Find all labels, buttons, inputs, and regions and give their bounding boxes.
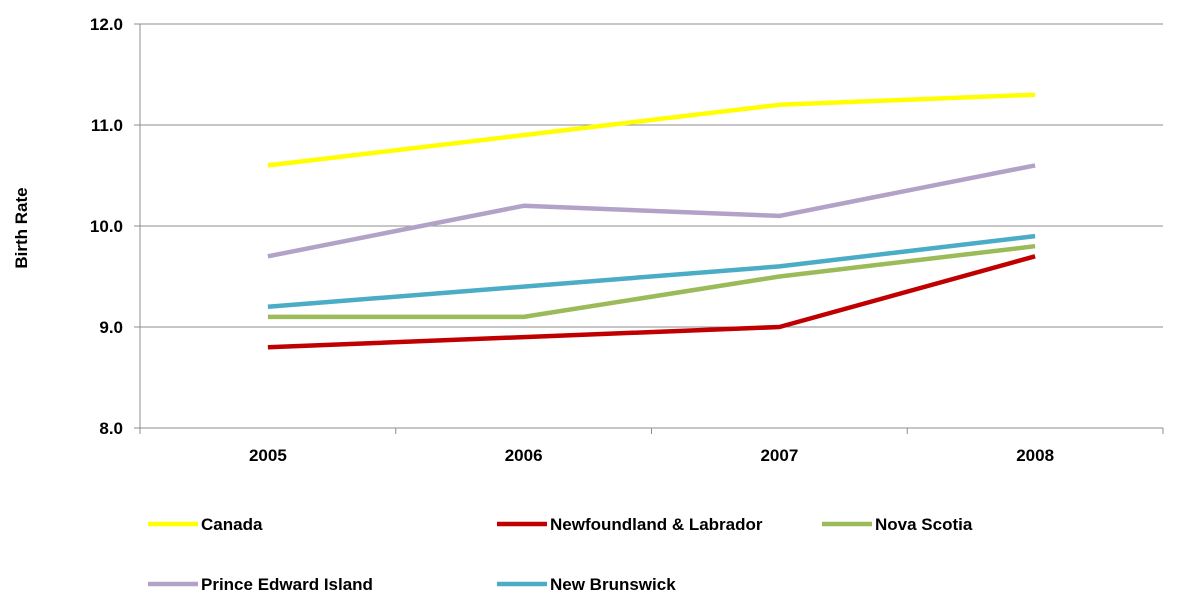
legend-item-new-brunswick: New Brunswick xyxy=(497,575,676,594)
x-tick-label: 2006 xyxy=(505,446,543,465)
x-tick-label: 2005 xyxy=(249,446,287,465)
x-tick-labels: 2005 2006 2007 2008 xyxy=(249,446,1054,465)
gridlines xyxy=(140,23,1163,328)
series-line-new-brunswick xyxy=(267,233,1036,310)
legend-item-prince-edward-island: Prince Edward Island xyxy=(148,575,373,594)
legend-label: Prince Edward Island xyxy=(201,575,373,594)
series-line-newfoundland-labrador xyxy=(267,254,1036,350)
y-axis-title: Birth Rate xyxy=(12,187,31,268)
legend-label: New Brunswick xyxy=(550,575,676,594)
legend-item-nova-scotia: Nova Scotia xyxy=(822,515,973,534)
y-tick-label: 9.0 xyxy=(99,318,123,337)
legend-item-newfoundland-labrador: Newfoundland & Labrador xyxy=(497,515,763,534)
y-tick-label: 12.0 xyxy=(90,15,123,34)
series-line-canada xyxy=(267,92,1036,168)
axes xyxy=(134,23,1164,434)
y-tick-labels: 8.0 9.0 10.0 11.0 12.0 xyxy=(90,15,123,438)
legend-label: Nova Scotia xyxy=(875,515,973,534)
x-tick-label: 2007 xyxy=(760,446,798,465)
series-lines xyxy=(267,92,1036,350)
series-line-prince-edward-island xyxy=(267,163,1036,259)
y-tick-label: 8.0 xyxy=(99,419,123,438)
series-line-nova-scotia xyxy=(267,243,1036,320)
y-tick-label: 10.0 xyxy=(90,217,123,236)
y-tick-label: 11.0 xyxy=(91,116,123,135)
legend-label: Newfoundland & Labrador xyxy=(550,515,763,534)
legend: Canada Newfoundland & Labrador Nova Scotia… xyxy=(148,515,973,594)
legend-label: Canada xyxy=(201,515,263,534)
legend-item-canada: Canada xyxy=(148,515,263,534)
x-tick-label: 2008 xyxy=(1016,446,1054,465)
